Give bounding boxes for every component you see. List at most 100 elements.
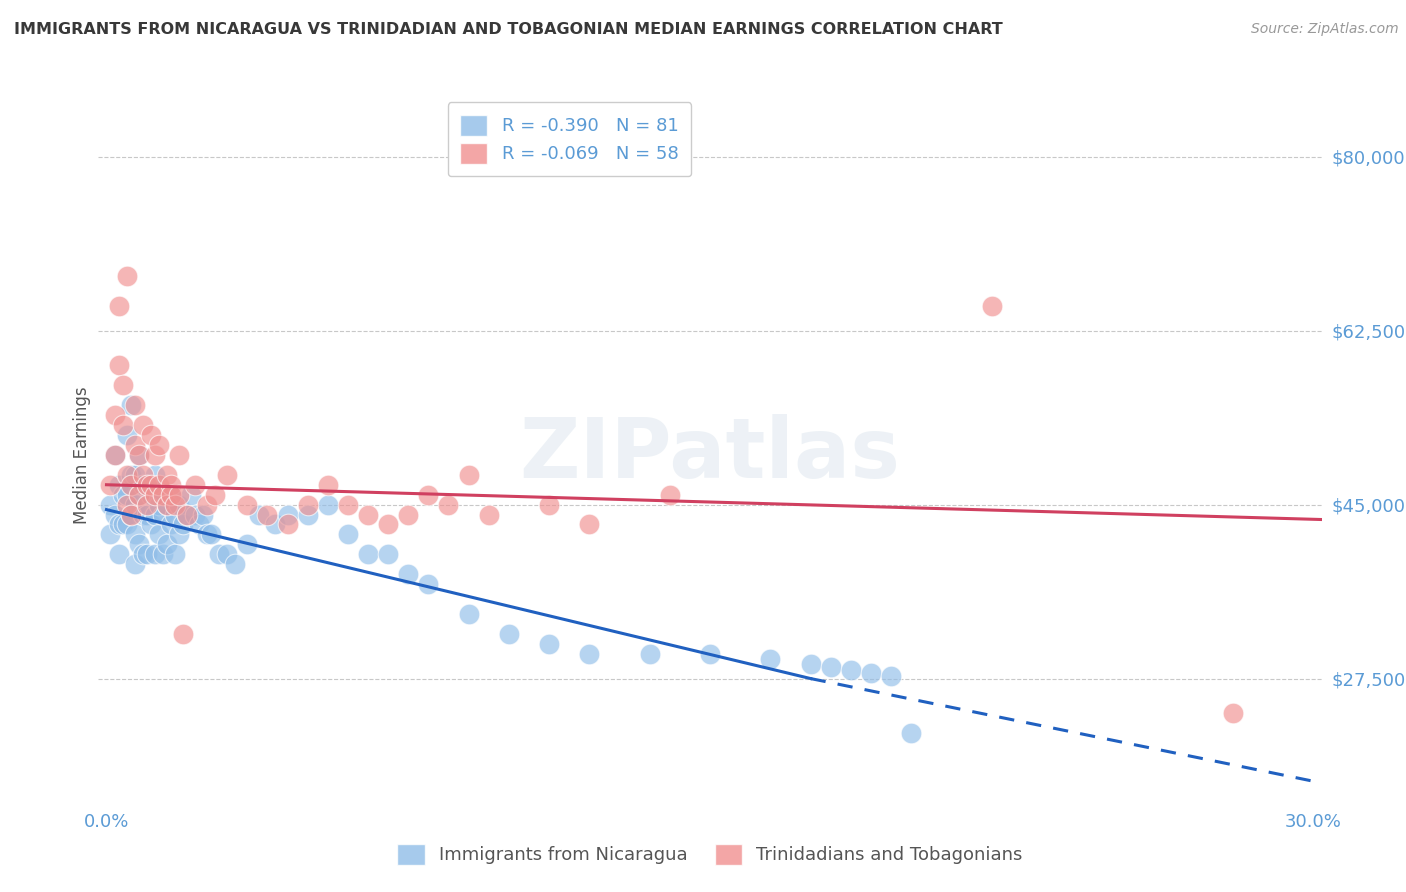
Point (115, 428, 138, 442)
Point (316, 498, 339, 512)
Point (699, 647, 721, 661)
Point (900, 726, 922, 740)
Point (396, 567, 419, 582)
Point (160, 488, 183, 502)
Point (498, 627, 520, 641)
Point (160, 517, 183, 532)
Point (172, 627, 194, 641)
Point (188, 517, 211, 532)
Point (135, 477, 157, 491)
Point (357, 547, 380, 561)
Point (107, 477, 129, 491)
Point (152, 508, 174, 522)
Point (377, 547, 399, 561)
Point (163, 508, 186, 522)
Point (103, 408, 125, 422)
Point (418, 577, 440, 591)
Point (107, 517, 129, 532)
Point (256, 508, 278, 522)
Point (208, 547, 231, 561)
Point (156, 498, 179, 512)
Point (264, 517, 287, 532)
Point (156, 498, 179, 512)
Point (139, 517, 162, 532)
Point (124, 438, 146, 452)
Point (236, 537, 259, 551)
Point (180, 488, 202, 502)
Point (457, 607, 479, 621)
Point (135, 498, 157, 512)
Point (120, 398, 142, 412)
Point (131, 467, 153, 482)
Point (980, 299, 1002, 313)
Point (115, 488, 138, 502)
Point (120, 467, 142, 482)
Point (111, 378, 134, 392)
Point (124, 527, 146, 541)
Point (128, 488, 150, 502)
Point (396, 508, 419, 522)
Point (103, 508, 125, 522)
Point (163, 547, 186, 561)
Point (107, 299, 129, 313)
Text: ZIPatlas: ZIPatlas (520, 415, 900, 495)
Point (277, 508, 299, 522)
Point (167, 527, 190, 541)
Point (217, 467, 239, 482)
Point (195, 498, 218, 512)
Point (124, 467, 146, 482)
Point (120, 508, 142, 522)
Point (124, 558, 146, 572)
Point (839, 663, 862, 677)
Point (120, 477, 142, 491)
Point (163, 498, 186, 512)
Point (859, 665, 882, 680)
Point (128, 488, 150, 502)
Point (143, 467, 166, 482)
Point (139, 488, 162, 502)
Point (148, 498, 170, 512)
Point (148, 527, 170, 541)
Point (100, 527, 122, 541)
Point (124, 398, 146, 412)
Point (100, 477, 122, 491)
Point (115, 498, 138, 512)
Point (100, 498, 122, 512)
Point (128, 448, 150, 462)
Point (880, 668, 903, 682)
Point (759, 651, 782, 665)
Point (160, 488, 183, 502)
Point (377, 517, 399, 532)
Point (200, 527, 222, 541)
Point (111, 418, 134, 433)
Point (167, 448, 190, 462)
Point (167, 498, 190, 512)
Point (578, 517, 600, 532)
Point (135, 547, 157, 561)
Point (115, 268, 138, 283)
Point (131, 547, 153, 561)
Point (115, 467, 138, 482)
Point (152, 488, 174, 502)
Point (135, 508, 157, 522)
Point (107, 359, 129, 373)
Text: IMMIGRANTS FROM NICARAGUA VS TRINIDADIAN AND TOBAGONIAN MEDIAN EARNINGS CORRELAT: IMMIGRANTS FROM NICARAGUA VS TRINIDADIAN… (14, 22, 1002, 37)
Point (115, 517, 138, 532)
Point (156, 537, 179, 551)
Point (148, 438, 170, 452)
Point (247, 508, 270, 522)
Point (195, 527, 218, 541)
Point (357, 508, 380, 522)
Point (1222, 706, 1244, 721)
Point (297, 498, 319, 512)
Point (143, 547, 166, 561)
Point (120, 508, 142, 522)
Point (437, 498, 460, 512)
Text: Source: ZipAtlas.com: Source: ZipAtlas.com (1251, 22, 1399, 37)
Point (156, 467, 179, 482)
Point (143, 448, 166, 462)
Point (111, 517, 134, 532)
Point (316, 477, 339, 491)
Point (217, 547, 239, 561)
Point (160, 477, 183, 491)
